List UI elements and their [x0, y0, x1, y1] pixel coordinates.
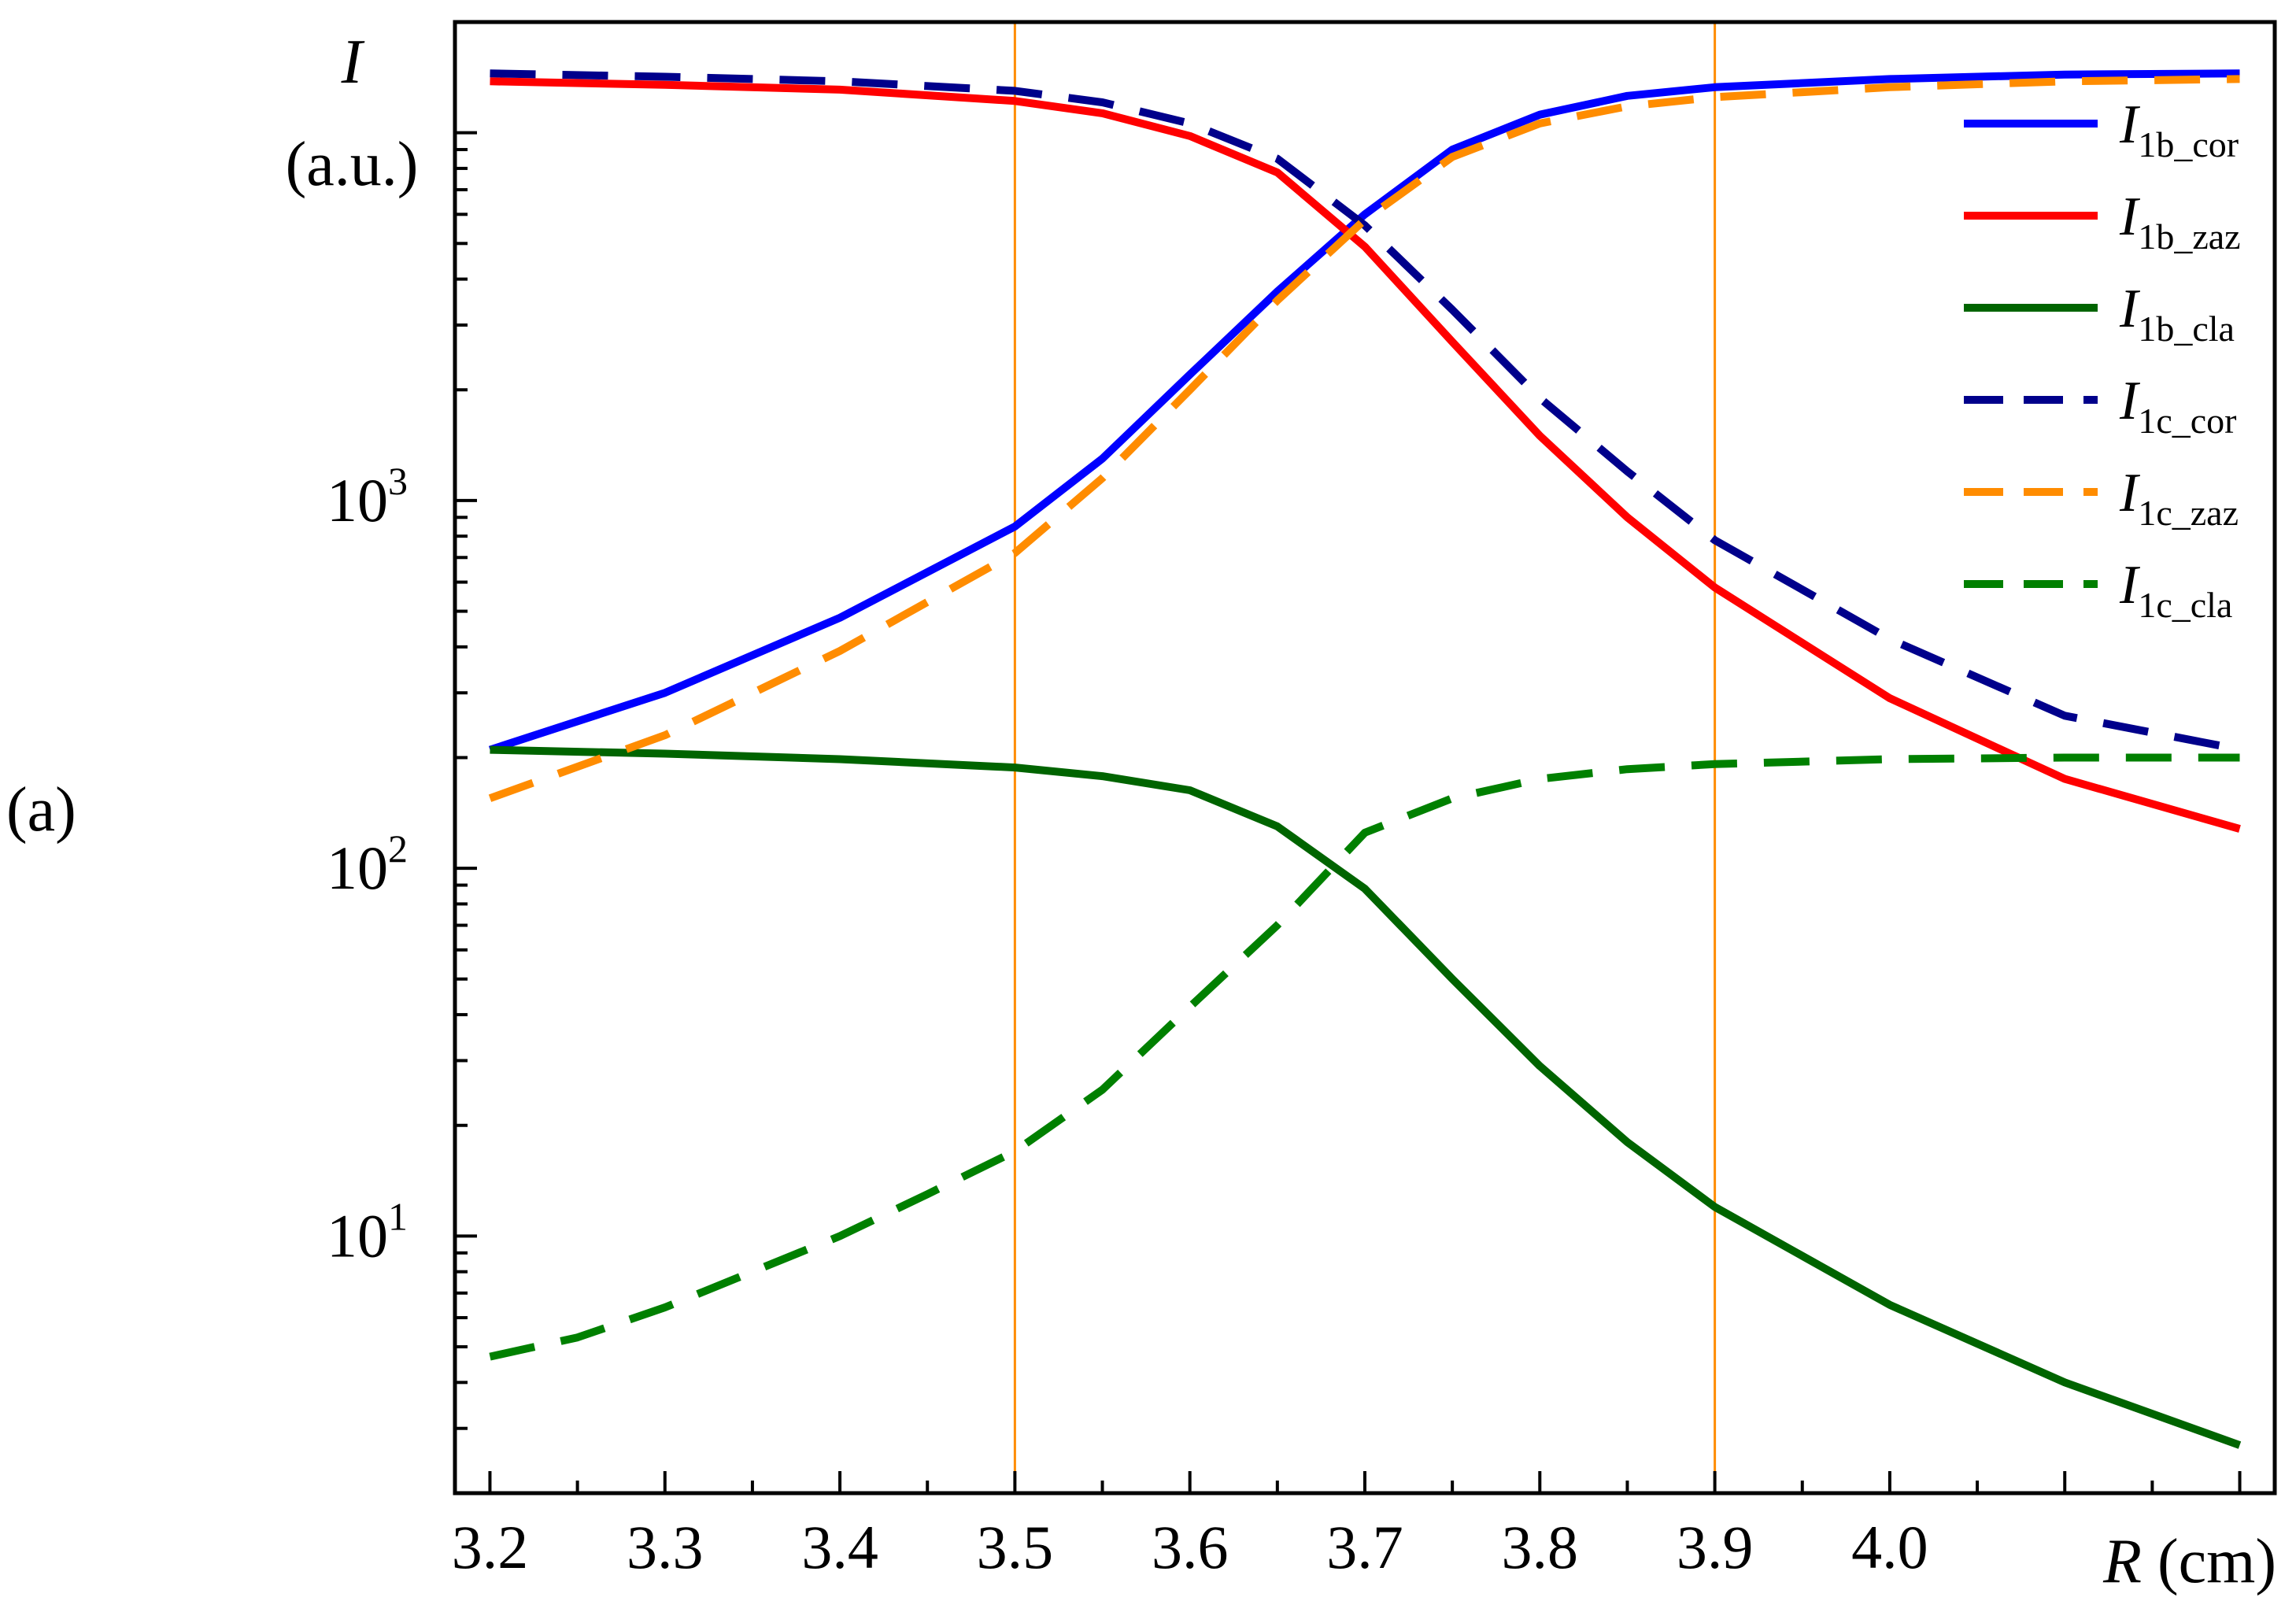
x-axis-unit: (cm): [2157, 1527, 2276, 1596]
legend-label-i1b-cor: I1b_cor: [2119, 94, 2239, 165]
x-tick-label: 3.9: [1677, 1513, 1754, 1581]
series-line-i1c-cor: [490, 69, 2224, 750]
legend-label-i1c-zaz: I1c_zaz: [2119, 463, 2239, 533]
x-tick-label: 4.0: [1851, 1513, 1928, 1581]
y-tick-label: 101: [327, 1194, 408, 1270]
x-axis-label: R (cm): [2102, 1527, 2276, 1596]
y-axis-unit: (a.u.): [286, 130, 419, 199]
x-tick-label: 3.7: [1326, 1513, 1403, 1581]
series-line-i1b-zaz: [490, 77, 2241, 833]
series-line-i1c-cla: [489, 753, 2240, 1361]
plot-area: [488, 22, 2242, 1493]
y-axis-symbol: I: [341, 28, 365, 97]
x-tick-label: 3.2: [452, 1513, 529, 1581]
legend-label-i1c-cla: I1c_cla: [2119, 555, 2232, 625]
x-tick-label: 3.3: [627, 1513, 704, 1581]
legend: I1b_cor I1b_zaz I1b_cla I1c_cor I1c_zaz I1c_c…: [1964, 94, 2241, 625]
x-tick-label: 3.6: [1152, 1513, 1229, 1581]
y-tick-label: 103: [327, 459, 408, 534]
series-line-i1b-cla: [490, 745, 2242, 1449]
x-tick-label: 3.5: [977, 1513, 1054, 1581]
x-axis-symbol: R: [2102, 1527, 2142, 1596]
series-line-i1c-zaz: [488, 75, 2240, 802]
panel-label: (a): [6, 775, 76, 845]
legend-label-i1c-cor: I1c_cor: [2119, 371, 2236, 441]
svg-text:R (cm): R (cm): [2102, 1527, 2276, 1596]
legend-label-i1b-zaz: I1b_zaz: [2119, 187, 2241, 257]
legend-label-i1b-cla: I1b_cla: [2119, 279, 2235, 349]
axis-ticks: 3.2 3.3 3.4 3.5 3.6 3.7 3.8 3.9 4.0 101 102 103: [327, 20, 2242, 1581]
x-tick-label: 3.8: [1502, 1513, 1579, 1581]
x-tick-label: 3.4: [801, 1513, 878, 1581]
series-line-i1b-cor: [488, 69, 2240, 754]
y-axis-label: I (a.u.): [286, 28, 419, 199]
y-tick-label: 102: [327, 826, 408, 902]
